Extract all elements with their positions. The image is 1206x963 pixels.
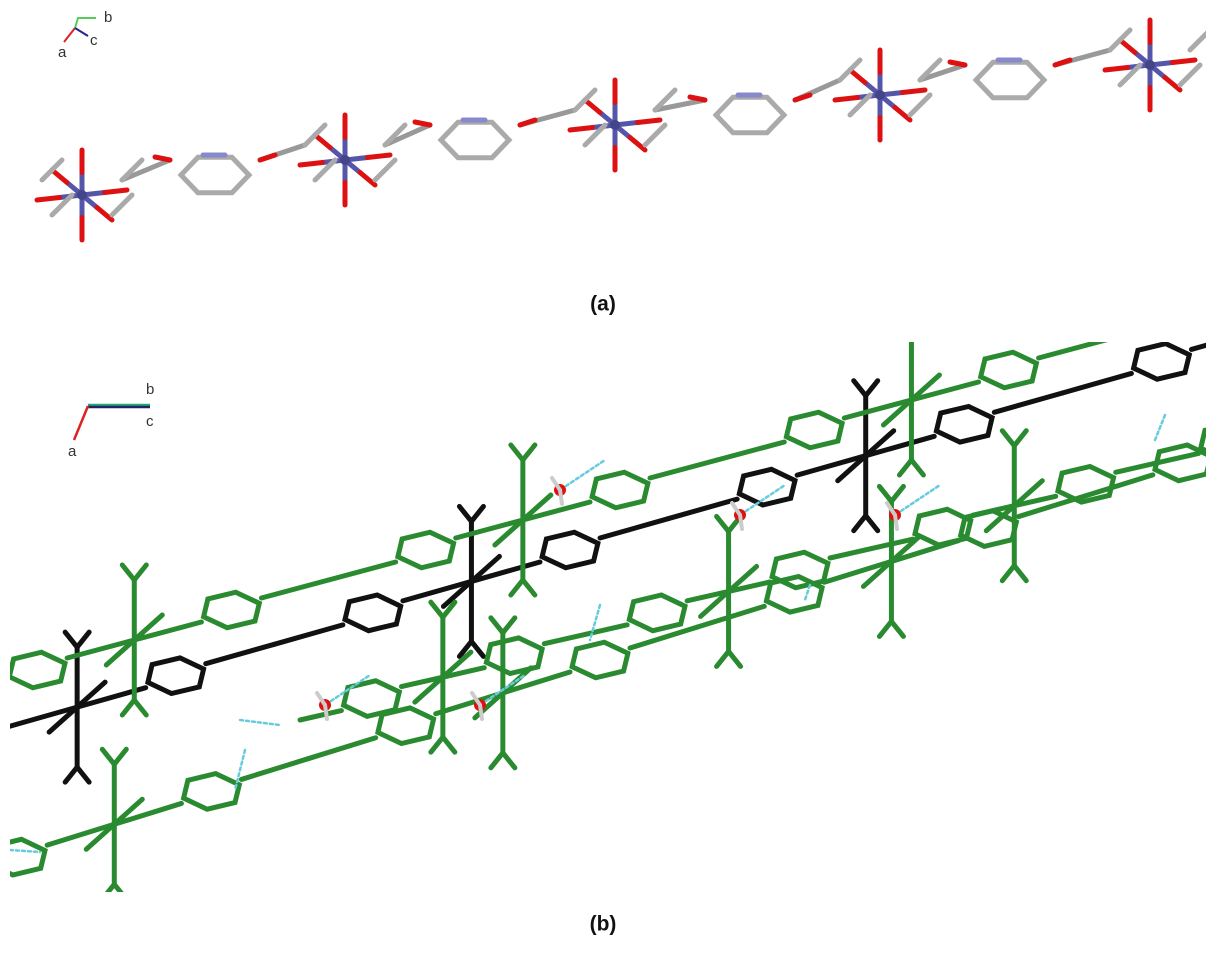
bond	[740, 515, 742, 529]
bond	[903, 90, 926, 93]
bond	[1173, 60, 1196, 63]
bond	[835, 98, 858, 101]
metal-atom	[610, 120, 620, 130]
bond	[895, 515, 897, 529]
axis-label: b	[146, 381, 154, 398]
bond	[105, 190, 128, 193]
bond	[638, 120, 661, 123]
figure: b a c (a) b c a (b)	[0, 0, 1206, 963]
background	[0, 0, 1206, 963]
bond	[950, 62, 965, 65]
metal-atom	[77, 190, 87, 200]
bond	[690, 97, 705, 100]
metal-atom	[340, 155, 350, 165]
bond	[37, 198, 60, 201]
panel-caption: (b)	[590, 913, 617, 936]
bond	[560, 490, 562, 504]
metal-atom	[875, 90, 885, 100]
axis-label: c	[146, 413, 154, 430]
axis-label: a	[58, 44, 67, 61]
panel-caption: (a)	[590, 293, 616, 316]
bond	[155, 157, 170, 160]
axis-label: b	[104, 9, 112, 26]
bond	[368, 155, 391, 158]
bond	[325, 705, 327, 719]
metal-atom	[1145, 60, 1155, 70]
axis-label: a	[68, 443, 77, 460]
bond	[1105, 68, 1128, 71]
bond	[570, 128, 593, 131]
bond	[480, 705, 482, 719]
bond	[300, 163, 323, 166]
bond	[415, 122, 430, 125]
axis-label: c	[90, 32, 98, 49]
